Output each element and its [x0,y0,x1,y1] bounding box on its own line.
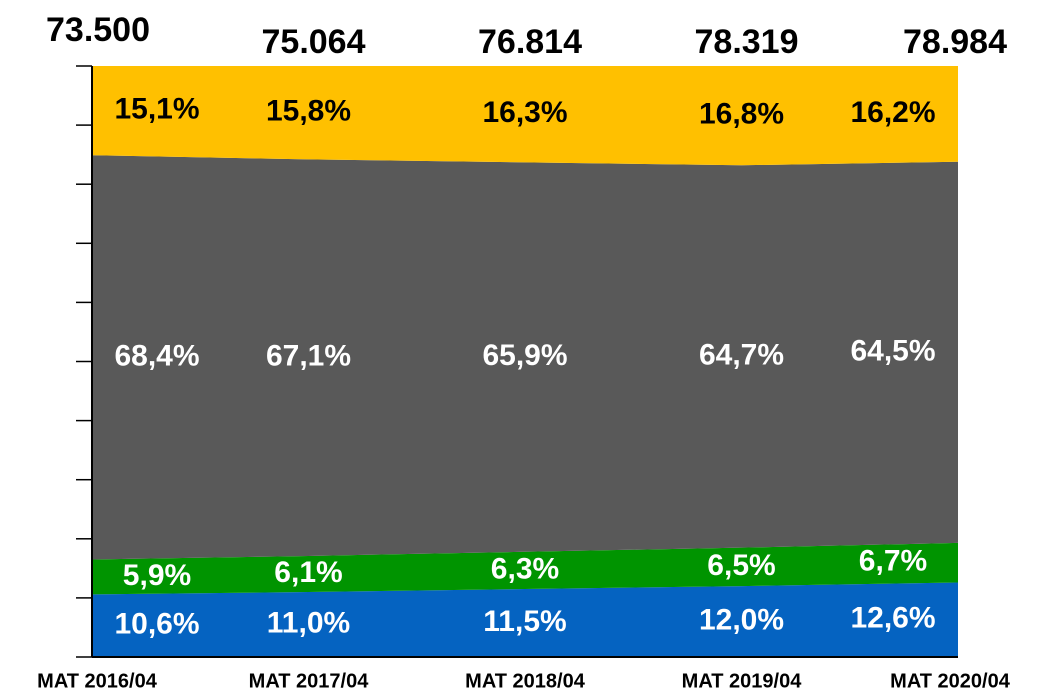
data-label: 6,5% [707,549,775,582]
data-label: 6,7% [859,545,927,578]
x-tick-label: MAT 2020/04 [890,670,1011,692]
data-label: 12,0% [699,603,784,636]
total-label: 76.814 [478,23,582,61]
x-tick-label: MAT 2016/04 [37,670,158,692]
data-label: 16,8% [699,98,784,131]
x-tick-label: MAT 2018/04 [465,670,586,692]
area [92,582,958,657]
data-label: 6,1% [274,556,342,589]
area [92,155,958,560]
total-label: 78.319 [695,23,799,61]
data-label: 10,6% [114,608,199,641]
data-label: 5,9% [123,559,191,592]
area [92,66,958,166]
data-label: 12,6% [850,602,935,635]
data-label: 65,9% [482,339,567,372]
data-label: 15,1% [114,93,199,126]
x-tick-label: MAT 2017/04 [249,670,370,692]
area [92,542,958,595]
data-label: 11,5% [483,605,566,638]
data-label: 16,3% [482,96,567,129]
data-label: 6,3% [491,552,559,585]
data-label: 68,4% [114,339,199,372]
data-label: 67,1% [266,340,351,373]
data-label: 15,8% [266,95,351,128]
data-label: 16,2% [850,96,935,129]
total-label: 73.500 [46,11,150,49]
total-label: 78.984 [903,23,1007,61]
x-tick-label: MAT 2019/04 [682,670,803,692]
total-label: 75.064 [262,23,366,61]
data-label: 64,7% [699,338,784,371]
data-label: 64,5% [850,334,935,367]
data-label: 11,0% [267,606,350,639]
